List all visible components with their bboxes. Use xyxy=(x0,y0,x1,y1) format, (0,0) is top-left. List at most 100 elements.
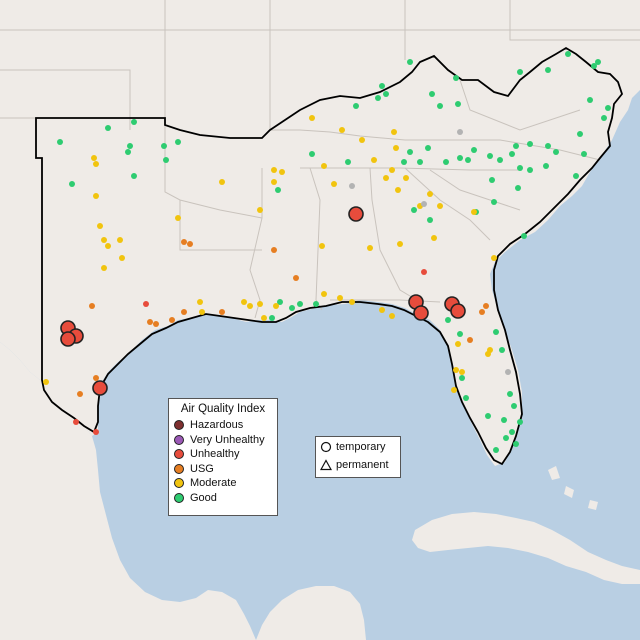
monitor-marker xyxy=(69,181,75,187)
monitor-marker xyxy=(93,375,99,381)
monitor-marker xyxy=(379,307,385,313)
monitor-marker xyxy=(93,193,99,199)
monitor-marker xyxy=(337,295,343,301)
monitor-marker xyxy=(375,95,381,101)
monitor-marker xyxy=(429,91,435,97)
monitor-marker xyxy=(509,151,515,157)
monitor-marker xyxy=(491,255,497,261)
monitor-marker xyxy=(503,435,509,441)
monitor-marker xyxy=(389,167,395,173)
monitor-marker xyxy=(273,303,279,309)
monitor-marker xyxy=(77,391,83,397)
monitor-marker xyxy=(271,179,277,185)
monitor-marker xyxy=(499,347,505,353)
monitor-marker xyxy=(450,303,466,319)
monitor-marker xyxy=(513,441,519,447)
monitor-marker xyxy=(497,157,503,163)
monitor-marker xyxy=(241,299,247,305)
monitor-marker xyxy=(457,129,463,135)
monitor-marker xyxy=(57,139,63,145)
monitor-marker xyxy=(181,309,187,315)
monitor-marker xyxy=(125,149,131,155)
monitor-marker xyxy=(483,303,489,309)
legend-item-temporary: temporary xyxy=(316,439,400,455)
monitor-marker xyxy=(455,101,461,107)
monitors-unhealthy-small xyxy=(73,269,427,435)
legend-item-permanent: permanent xyxy=(316,457,400,473)
monitor-marker xyxy=(117,237,123,243)
monitor-marker xyxy=(289,305,295,311)
legend-item-unhealthy: Unhealthy xyxy=(169,447,277,462)
monitor-marker xyxy=(91,155,97,161)
monitor-marker xyxy=(479,309,485,315)
monitor-marker xyxy=(471,147,477,153)
monitor-marker xyxy=(485,413,491,419)
legend-label: Good xyxy=(190,491,217,504)
monitor-marker xyxy=(573,173,579,179)
monitor-marker xyxy=(517,69,523,75)
monitor-marker xyxy=(587,97,593,103)
monitor-marker xyxy=(451,387,457,393)
monitor-marker xyxy=(595,59,601,65)
land-usa xyxy=(0,0,640,466)
monitor-marker xyxy=(257,301,263,307)
monitor-marker xyxy=(465,157,471,163)
monitor-marker xyxy=(119,255,125,261)
monitor-marker xyxy=(163,157,169,163)
monitor-marker xyxy=(92,380,108,396)
monitors-usg xyxy=(77,239,489,397)
monitor-marker xyxy=(321,291,327,297)
legend-item-very-unhealthy: Very Unhealthy xyxy=(169,433,277,448)
monitor-marker xyxy=(459,369,465,375)
monitor-marker xyxy=(459,375,465,381)
monitor-marker xyxy=(389,313,395,319)
monitor-marker xyxy=(395,187,401,193)
legend-label: USG xyxy=(190,462,214,475)
monitor-marker xyxy=(279,169,285,175)
monitor-marker xyxy=(565,51,571,57)
monitor-marker xyxy=(73,419,79,425)
monitor-marker xyxy=(297,301,303,307)
monitor-marker xyxy=(161,143,167,149)
monitor-marker xyxy=(443,159,449,165)
monitor-marker xyxy=(543,163,549,169)
legend-title: Air Quality Index xyxy=(180,403,266,415)
monitor-marker xyxy=(425,145,431,151)
monitor-marker xyxy=(271,167,277,173)
monitors-good xyxy=(57,51,611,453)
monitor-marker xyxy=(131,119,137,125)
monitor-marker xyxy=(391,129,397,135)
monitor-marker xyxy=(105,243,111,249)
land-mexico xyxy=(0,342,256,640)
monitor-marker xyxy=(349,183,355,189)
monitor-marker xyxy=(485,351,491,357)
legend-item-moderate: Moderate xyxy=(169,476,277,491)
monitor-marker xyxy=(269,315,275,321)
monitor-marker xyxy=(517,419,523,425)
monitor-marker xyxy=(521,233,527,239)
monitor-marker xyxy=(219,179,225,185)
legend-label: Very Unhealthy xyxy=(190,433,265,446)
monitor-marker xyxy=(431,235,437,241)
monitor-marker xyxy=(453,367,459,373)
monitor-marker xyxy=(89,303,95,309)
monitor-marker xyxy=(457,155,463,161)
monitor-marker xyxy=(505,369,511,375)
monitor-marker xyxy=(153,321,159,327)
legend-swatch xyxy=(174,449,184,460)
legend-label: temporary xyxy=(336,441,386,453)
monitor-marker xyxy=(507,391,513,397)
monitor-marker xyxy=(43,379,49,385)
land-bahamas xyxy=(548,466,598,510)
monitor-marker xyxy=(277,299,283,305)
monitor-marker xyxy=(131,173,137,179)
legend-label: permanent xyxy=(336,459,389,471)
monitor-marker xyxy=(313,301,319,307)
monitor-marker xyxy=(219,309,225,315)
monitor-marker xyxy=(445,317,451,323)
monitor-marker xyxy=(348,206,364,222)
monitor-marker xyxy=(187,241,193,247)
monitor-marker xyxy=(493,329,499,335)
aqi-legend: Air Quality Index Hazardous Very Unhealt… xyxy=(168,398,278,516)
monitor-marker xyxy=(545,67,551,73)
